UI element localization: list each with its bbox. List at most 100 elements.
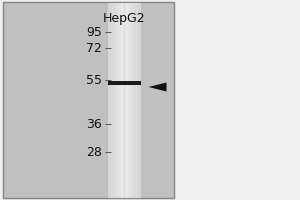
- Bar: [111, 133, 115, 136]
- Bar: [121, 38, 124, 41]
- Bar: [121, 87, 124, 90]
- Bar: [111, 31, 115, 35]
- Bar: [131, 5, 134, 9]
- Bar: [115, 58, 118, 61]
- Bar: [124, 84, 128, 87]
- Bar: [128, 162, 131, 165]
- Bar: [124, 90, 128, 93]
- Bar: [118, 182, 121, 185]
- Bar: [111, 22, 115, 25]
- Bar: [128, 12, 131, 15]
- Bar: [138, 110, 141, 113]
- Bar: [115, 48, 118, 51]
- Bar: [128, 87, 131, 90]
- Bar: [121, 2, 124, 5]
- Bar: [134, 113, 138, 116]
- Bar: [111, 35, 115, 38]
- Bar: [115, 90, 118, 93]
- Bar: [118, 149, 121, 152]
- Bar: [115, 35, 118, 38]
- Bar: [121, 97, 124, 100]
- Bar: [115, 185, 118, 188]
- Bar: [128, 5, 131, 9]
- Bar: [128, 90, 131, 93]
- Bar: [108, 25, 111, 28]
- Bar: [108, 80, 111, 84]
- Bar: [131, 188, 134, 191]
- Bar: [118, 146, 121, 149]
- Bar: [124, 185, 128, 188]
- Bar: [121, 142, 124, 146]
- Bar: [124, 87, 128, 90]
- Bar: [111, 67, 115, 71]
- Bar: [131, 120, 134, 123]
- Bar: [138, 172, 141, 175]
- Bar: [115, 15, 118, 18]
- Bar: [134, 28, 138, 31]
- Bar: [115, 18, 118, 22]
- Bar: [118, 84, 121, 87]
- Bar: [128, 41, 131, 44]
- Bar: [115, 191, 118, 195]
- Bar: [134, 133, 138, 136]
- Bar: [108, 113, 111, 116]
- Bar: [128, 67, 131, 71]
- Bar: [3, 2, 174, 198]
- Bar: [121, 44, 124, 48]
- Bar: [115, 107, 118, 110]
- Bar: [124, 9, 128, 12]
- Bar: [124, 93, 128, 97]
- Bar: [131, 159, 134, 162]
- Bar: [128, 188, 131, 191]
- Bar: [111, 28, 115, 31]
- Bar: [128, 61, 131, 64]
- Bar: [118, 113, 121, 116]
- Bar: [108, 48, 111, 51]
- Bar: [108, 44, 111, 48]
- Bar: [121, 54, 124, 58]
- Bar: [131, 84, 134, 87]
- Bar: [115, 74, 118, 77]
- Bar: [138, 51, 141, 54]
- Bar: [134, 51, 138, 54]
- Bar: [111, 182, 115, 185]
- Bar: [121, 90, 124, 93]
- Bar: [138, 146, 141, 149]
- Bar: [128, 100, 131, 103]
- Bar: [124, 38, 128, 41]
- Bar: [111, 129, 115, 133]
- Bar: [111, 64, 115, 67]
- Bar: [115, 51, 118, 54]
- Bar: [131, 172, 134, 175]
- Bar: [134, 162, 138, 165]
- Bar: [121, 71, 124, 74]
- Bar: [134, 5, 138, 9]
- Bar: [138, 58, 141, 61]
- Bar: [115, 44, 118, 48]
- Bar: [124, 178, 128, 182]
- Bar: [131, 195, 134, 198]
- Bar: [131, 169, 134, 172]
- Bar: [124, 110, 128, 113]
- Bar: [115, 129, 118, 133]
- Bar: [128, 107, 131, 110]
- Bar: [128, 142, 131, 146]
- Bar: [128, 139, 131, 142]
- Bar: [131, 67, 134, 71]
- Bar: [108, 2, 111, 5]
- Bar: [124, 18, 128, 22]
- Bar: [115, 77, 118, 80]
- Bar: [134, 18, 138, 22]
- Bar: [134, 35, 138, 38]
- Bar: [115, 12, 118, 15]
- Bar: [134, 169, 138, 172]
- Bar: [128, 146, 131, 149]
- Bar: [138, 107, 141, 110]
- Bar: [124, 188, 128, 191]
- Bar: [115, 41, 118, 44]
- Bar: [115, 159, 118, 162]
- Bar: [128, 182, 131, 185]
- Bar: [111, 54, 115, 58]
- Bar: [108, 9, 111, 12]
- Bar: [115, 31, 118, 35]
